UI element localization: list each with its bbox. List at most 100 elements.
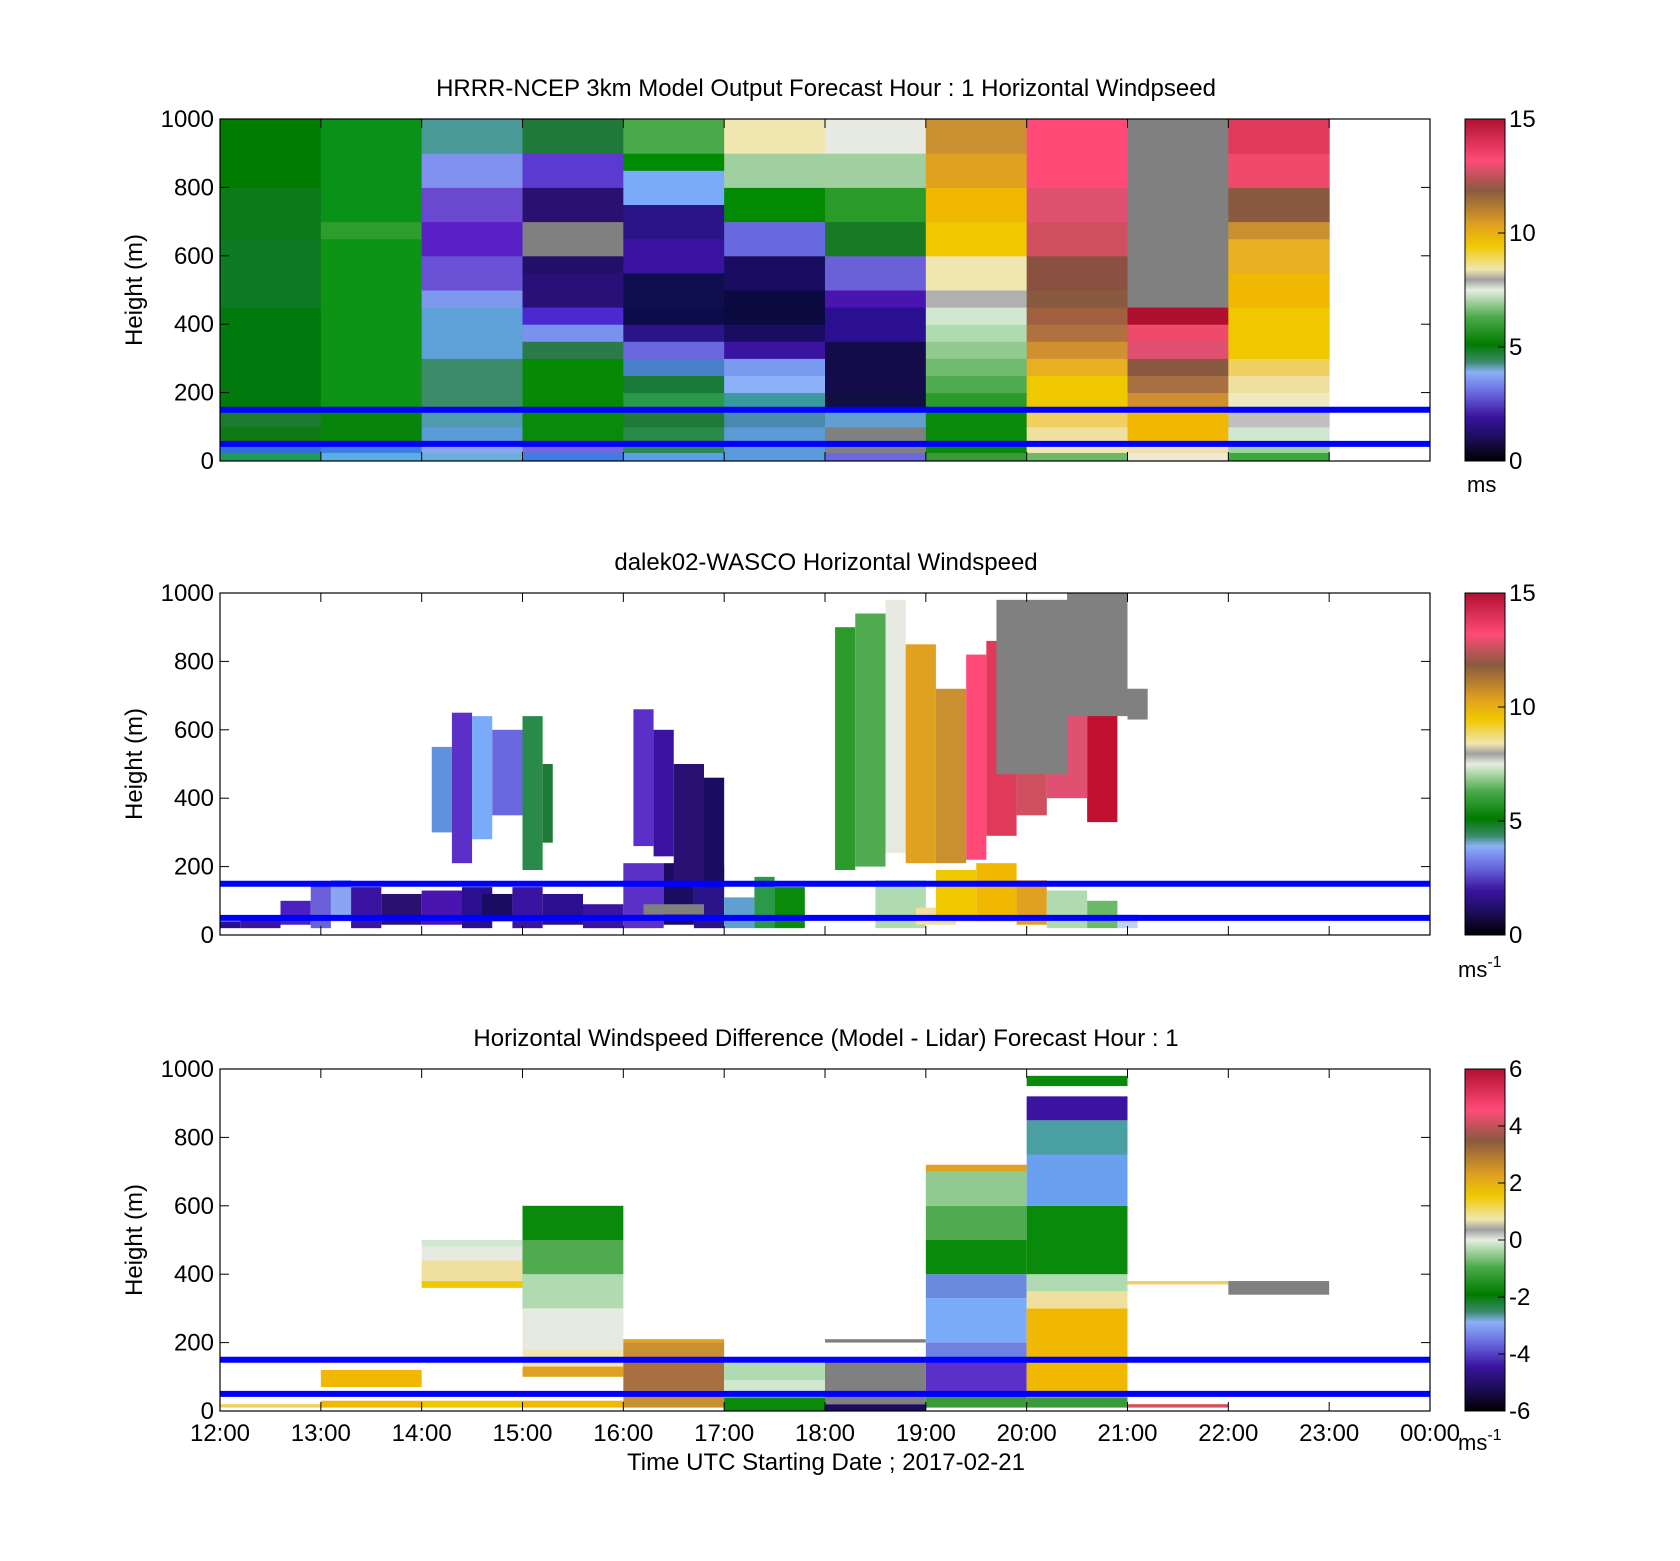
y-tick-label: 1000: [161, 106, 214, 133]
heatmap-cell: [320, 119, 423, 223]
heatmap-cell: [724, 452, 826, 462]
heatmap-cell: [925, 358, 1028, 376]
panel-lidar: dalek02-WASCO Horizontal Windspeed 0 200 4…: [121, 549, 1536, 982]
heatmap-cell: [1026, 187, 1128, 223]
heatmap-cell: [1127, 1404, 1229, 1408]
heatmap-cell: [240, 917, 281, 929]
colorbar-tick-label: 0: [1509, 922, 1522, 949]
colorbar-tick-label: 10: [1509, 694, 1536, 721]
heatmap-cell: [522, 153, 624, 188]
heatmap-cell: [825, 221, 927, 257]
heatmap-cell: [1127, 452, 1229, 462]
heatmap-cell: [976, 863, 1017, 922]
heatmap-cell: [220, 1404, 321, 1408]
heatmap-cell: [623, 452, 725, 462]
heatmap-cell: [825, 290, 927, 308]
heatmap-cell: [1026, 119, 1128, 188]
heatmap-cell: [925, 1274, 1027, 1299]
heatmap-cell: [522, 307, 624, 325]
heatmap-cell: [421, 452, 523, 462]
heatmap-cell: [522, 221, 624, 257]
heatmap-cell: [724, 221, 826, 257]
heatmap-cell: [421, 443, 523, 453]
x-tick-label: 18:00: [795, 1420, 855, 1447]
heatmap-cell: [623, 119, 725, 154]
heatmap-cell: [1026, 221, 1128, 257]
panel-1-x-ticks: [219, 119, 1431, 461]
heatmap-cell: [421, 307, 523, 359]
heatmap-cell: [421, 255, 523, 291]
y-tick-label: 400: [174, 311, 214, 338]
heatmap-cell: [522, 1400, 624, 1408]
heatmap-cell: [220, 443, 322, 453]
heatmap-cell: [623, 375, 725, 394]
heatmap-cell: [320, 238, 423, 411]
heatmap-cell: [280, 900, 311, 925]
heatmap-cell: [320, 1400, 422, 1408]
panel-3-xlabel: Time UTC Starting Date ; 2017-02-21: [627, 1449, 1025, 1476]
heatmap-cell: [925, 1171, 1027, 1206]
y-tick-label: 1000: [161, 1056, 214, 1083]
heatmap-cell: [1127, 1281, 1229, 1285]
heatmap-cell: [925, 341, 1028, 359]
heatmap-cell: [825, 1339, 926, 1343]
heatmap-cell: [451, 712, 473, 864]
heatmap-cell: [1228, 119, 1330, 154]
heatmap-cell: [925, 221, 1028, 257]
heatmap-cell: [1067, 593, 1128, 717]
heatmap-cell: [925, 290, 1028, 308]
heatmap-cell: [542, 764, 553, 843]
heatmap-cell: [825, 1359, 926, 1405]
heatmap-cell: [623, 238, 725, 274]
heatmap-cell: [623, 392, 725, 411]
panel-1-colorbar: [1464, 118, 1506, 462]
panel-2-unit-base: ms: [1458, 957, 1487, 982]
heatmap-cell: [1026, 324, 1128, 342]
y-tick-label: 600: [174, 717, 214, 744]
heatmap-cell: [825, 187, 927, 223]
heatmap-cell: [421, 187, 523, 223]
heatmap-cell: [472, 716, 493, 840]
heatmap-cell: [623, 153, 725, 171]
heatmap-cell: [421, 290, 523, 308]
heatmap-cell: [421, 358, 523, 411]
heatmap-cell: [925, 1164, 1027, 1172]
heatmap-cell: [966, 654, 987, 860]
heatmap-cell: [1228, 358, 1330, 376]
heatmap-cell: [704, 777, 725, 888]
heatmap-cell: [220, 921, 241, 929]
heatmap-cell: [1228, 426, 1330, 445]
heatmap-cell: [1127, 341, 1229, 359]
heatmap-cell: [1026, 426, 1128, 445]
heatmap-cell: [421, 409, 523, 428]
y-tick-label: 400: [174, 785, 214, 812]
y-tick-label: 400: [174, 1261, 214, 1288]
heatmap-cell: [925, 1342, 1027, 1360]
heatmap-cell: [825, 409, 927, 428]
heatmap-cell: [522, 119, 624, 154]
heatmap-cell: [1026, 1120, 1128, 1155]
colorbar-tick-label: 2: [1509, 1170, 1522, 1197]
heatmap-cell: [1026, 255, 1128, 291]
y-tick-label: 1000: [161, 580, 214, 607]
heatmap-cell: [220, 452, 322, 462]
heatmap-cell: [623, 307, 725, 325]
heatmap-cell: [724, 392, 826, 411]
y-tick-label: 800: [174, 174, 214, 201]
colorbar-tick-label: 4: [1509, 1113, 1522, 1140]
panel-model: HRRR-NCEP 3km Model Output Forecast Hour…: [121, 75, 1536, 497]
heatmap-cell: [925, 1240, 1027, 1275]
heatmap-cell: [643, 904, 704, 915]
heatmap-cell: [320, 443, 423, 453]
heatmap-cell: [1026, 341, 1128, 359]
x-tick-label: 21:00: [1097, 1420, 1157, 1447]
panel-3-colorbar-ticks: -6 -4 -2 0 2 4 6: [1498, 1056, 1530, 1425]
colorbar-tick-label: 0: [1509, 448, 1522, 475]
panel-difference: Horizontal Windspeed Difference (Model -…: [121, 1025, 1530, 1476]
heatmap-cell: [320, 409, 423, 445]
heatmap-cell: [522, 341, 624, 359]
heatmap-cell: [724, 255, 826, 291]
heatmap-cell: [925, 392, 1028, 411]
heatmap-cell: [623, 1359, 725, 1391]
